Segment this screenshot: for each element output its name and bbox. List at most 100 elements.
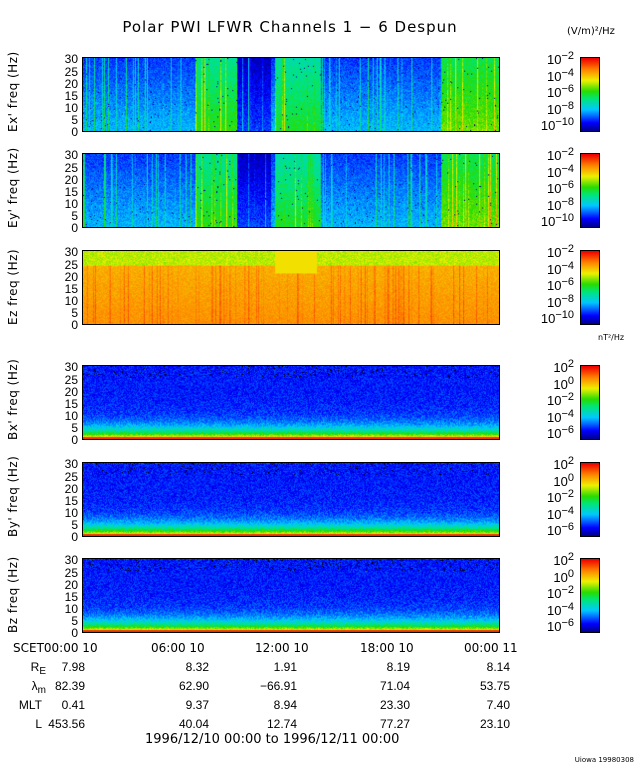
colorbar-tick-label: 10−2 [546,243,574,260]
y-tick-label: 25 [64,565,78,580]
x-tick-label: 12:00 10 [255,641,309,655]
y-tick-label: 5 [71,517,78,532]
colorbar [580,153,600,228]
spectrogram-image [83,251,499,324]
chart-title: Polar PWI LFWR Channels 1 − 6 Despun [122,18,458,36]
colorbar-tick-label: 10−6 [546,521,574,538]
spectrogram-image [83,154,499,227]
ephemeris-row-label: RE [30,660,46,677]
y-tick-label: 5 [71,208,78,223]
y-tick-label: 10 [64,601,78,616]
colorbar-tick-label: 10−2 [546,584,574,601]
x-tick-label: SCET00:00 10 [13,641,98,655]
colorbar-tick-label: 10−10 [540,212,574,229]
spectrogram-image [83,366,499,439]
y-tick-label: 20 [64,269,78,284]
colorbar-tick-label: 10−2 [546,50,574,67]
y-tick-label: 30 [64,457,78,472]
colorbar-tick-label: 10−4 [546,259,574,277]
colorbar-tick-label: 10−8 [546,292,574,310]
y-axis-label: Bz freq (Hz) [6,556,20,633]
ephemeris-value: 23.30 [379,698,410,712]
colorbar-tick-label: 10−8 [546,195,574,213]
y-tick-label: 0 [71,433,78,447]
ephemeris-value: 62.90 [178,679,209,693]
colorbar-tick-label: 10−10 [540,116,574,133]
colorbar-gradient [581,559,599,632]
y-axis-label: Bx' freq (Hz) [6,358,20,440]
y-tick-label: 15 [64,493,78,508]
colorbar-tick-label: 100 [553,374,574,392]
y-tick-label: 20 [64,172,78,187]
ephemeris-value: 71.04 [379,679,410,693]
y-tick-label: 30 [64,360,78,375]
x-tick-label: 06:00 10 [151,641,205,655]
colorbar-tick-label: 102 [553,358,574,375]
colorbar-gradient [581,366,599,439]
y-tick-label: 25 [64,64,78,79]
colorbar-tick-label: 100 [553,567,574,585]
ephemeris-value: 8.14 [486,660,510,674]
ephemeris-value: 0.41 [61,698,85,712]
colorbar-tick-label: 10−4 [546,600,574,618]
y-tick-label: 10 [64,293,78,308]
y-tick-label: 20 [64,76,78,91]
colorbar-gradient [581,463,599,536]
y-tick-label: 5 [71,613,78,628]
colorbar-tick-label: 10−2 [546,391,574,408]
ephemeris-row-label: λm [31,679,46,696]
y-tick-label: 10 [64,408,78,423]
spectrogram-image [83,58,499,131]
ephemeris-value: 8.32 [185,660,209,674]
y-tick-label: 15 [64,396,78,411]
colorbar-tick-label: 10−8 [546,99,574,117]
y-tick-label: 5 [71,420,78,435]
colorbar-tick-label: 102 [553,455,574,472]
y-axis-label: Ex' freq (Hz) [6,51,20,132]
ephemeris-value: 77.27 [379,717,410,731]
x-tick-label: 18:00 10 [360,641,414,655]
ephemeris-value: 23.10 [479,717,510,731]
spectrogram-image [83,559,499,632]
colorbar-tick-label: 100 [553,471,574,489]
colorbar-tick-label: 10−6 [546,617,574,634]
y-axis-label: Ey' freq (Hz) [6,147,20,228]
y-tick-label: 20 [64,577,78,592]
ephemeris-value: 82.39 [54,679,85,693]
y-tick-label: 25 [64,372,78,387]
date-range: 1996/12/10 00:00 to 1996/12/11 00:00 [145,732,400,747]
y-tick-label: 30 [64,52,78,67]
y-axis-label: Ez freq (Hz) [6,248,20,325]
ephemeris-row-label: L [35,717,42,731]
y-tick-label: 25 [64,469,78,484]
colorbar-gradient [581,58,599,131]
y-tick-label: 10 [64,196,78,211]
colorbar-tick-label: 10−4 [546,162,574,180]
colorbar-gradient [581,154,599,227]
colorbar-tick-label: 10−4 [546,66,574,84]
ephemeris-row-label: MLT [18,698,42,712]
colorbar-tick-label: 10−6 [546,424,574,441]
colorbar [580,250,600,325]
spectrogram-panel-6 [82,558,500,633]
x-tick-label: 00:00 11 [464,641,518,655]
colorbar [580,365,600,440]
ephemeris-value: 40.04 [178,717,209,731]
colorbar-tick-label: 10−2 [546,488,574,505]
y-tick-label: 15 [64,589,78,604]
y-tick-label: 30 [64,245,78,260]
y-tick-label: 10 [64,505,78,520]
y-tick-label: 20 [64,481,78,496]
ephemeris-value: 12.74 [266,717,297,731]
colorbar-tick-label: 102 [553,551,574,568]
spectrogram-panel-2 [82,153,500,228]
y-tick-label: 0 [71,221,78,235]
credit: Uiowa 19980308 [574,756,634,764]
y-tick-label: 0 [71,318,78,332]
colorbar-tick-label: 10−4 [546,504,574,522]
ephemeris-value: 7.98 [61,660,85,674]
ephemeris-value: −66.91 [259,679,297,693]
y-tick-label: 30 [64,553,78,568]
y-tick-label: 20 [64,384,78,399]
electric-unit-label: (V/m)²/Hz [567,26,615,37]
